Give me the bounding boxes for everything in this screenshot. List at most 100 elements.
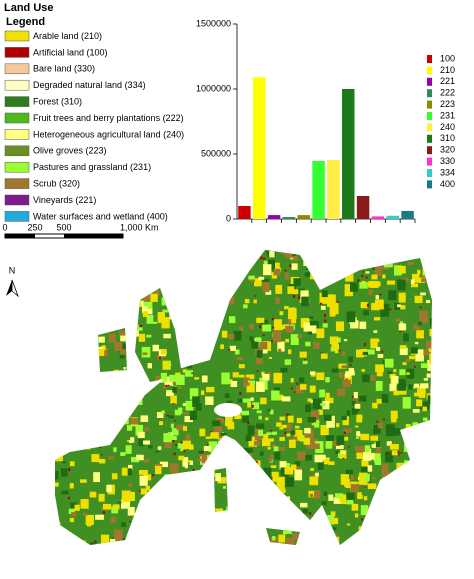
map-patch: [229, 442, 233, 446]
map-patch: [279, 436, 285, 441]
map-patch: [367, 465, 373, 472]
map-patch: [184, 543, 192, 545]
map-patch: [100, 404, 104, 408]
map-patch: [93, 307, 101, 312]
map-patch: [89, 336, 92, 339]
map-patch: [427, 395, 432, 405]
map-patch: [368, 289, 373, 296]
map-patch: [81, 423, 91, 436]
map-patch: [274, 451, 281, 460]
legend-label: Vineyards (221): [33, 195, 96, 205]
map-patch: [157, 311, 166, 323]
map-patch: [258, 429, 264, 436]
map-patch: [198, 256, 207, 266]
map-land: [55, 250, 432, 545]
map-patch: [255, 535, 263, 545]
map-patch: [55, 250, 56, 253]
map-patch: [153, 534, 160, 543]
map-patch: [341, 494, 349, 505]
map-patch: [219, 447, 226, 453]
map-patch: [184, 479, 193, 489]
map-patch: [361, 280, 366, 284]
legend-label: Scrub (320): [33, 178, 80, 188]
map-patch: [304, 427, 311, 434]
map-patch: [409, 497, 412, 500]
map-patch: [146, 334, 152, 338]
map-patch: [430, 426, 432, 429]
map-patch: [326, 523, 331, 526]
map-patch: [76, 326, 82, 332]
map-patch: [346, 311, 356, 323]
map-patch: [221, 330, 228, 338]
map-patch: [67, 331, 72, 338]
map-patch: [61, 291, 66, 296]
map-patch: [68, 418, 77, 423]
map-patch: [296, 382, 299, 385]
map-patch: [362, 374, 370, 383]
map-patch: [324, 545, 328, 549]
map-patch: [435, 411, 442, 415]
map-patch: [302, 250, 310, 255]
map-patch: [285, 250, 293, 258]
map-patch: [56, 537, 64, 545]
legend-label: 240: [440, 122, 455, 132]
map-patch: [279, 461, 287, 470]
map-patch: [125, 297, 133, 308]
map-patch: [270, 465, 277, 469]
map-patch: [244, 298, 250, 304]
map-patch: [351, 503, 359, 511]
map-patch: [83, 547, 87, 550]
map-patch: [168, 291, 173, 297]
map-patch: [55, 377, 57, 383]
map-patch: [121, 490, 131, 502]
map-patch: [156, 486, 159, 489]
bar: [312, 161, 325, 219]
map-patch: [55, 410, 58, 417]
map-patch: [228, 444, 234, 448]
map-patch: [99, 547, 107, 553]
map-patch: [257, 473, 263, 479]
map-patch: [342, 379, 351, 388]
map-patch: [91, 454, 100, 463]
map-patch: [139, 469, 148, 475]
map-patch: [160, 537, 170, 545]
map-patch: [66, 405, 72, 408]
map-patch: [113, 529, 123, 542]
map-patch: [120, 452, 126, 456]
map-patch: [137, 431, 145, 438]
map-patch: [167, 384, 170, 387]
map-patch: [244, 497, 252, 505]
bar: [342, 89, 355, 219]
map-patch: [89, 491, 97, 498]
map-patch: [343, 431, 346, 434]
map-patch: [353, 391, 358, 399]
legend-label: Heterogeneous agricultural land (240): [33, 129, 184, 139]
map-patch: [93, 472, 101, 483]
map-patch: [125, 445, 132, 454]
map-patch: [254, 530, 257, 533]
map-patch: [323, 414, 332, 421]
map-patch: [98, 336, 105, 343]
map-patch: [240, 262, 248, 270]
map-patch: [248, 436, 258, 447]
map-patch: [217, 286, 221, 292]
map-patch: [320, 305, 326, 310]
map-patch: [220, 344, 224, 350]
map-patch: [117, 501, 122, 504]
map-patch: [334, 534, 339, 538]
map-patch: [373, 425, 381, 434]
map-patch: [277, 446, 286, 451]
map-patch: [55, 450, 64, 462]
map-patch: [344, 479, 350, 484]
map-patch: [127, 506, 135, 516]
map-patch: [402, 397, 411, 409]
map-patch: [316, 372, 325, 381]
map-patch: [61, 419, 68, 425]
map-patch: [384, 451, 394, 463]
map-patch: [358, 526, 363, 532]
map-patch: [279, 503, 289, 515]
map-patch: [82, 304, 89, 313]
map-patch: [228, 348, 231, 351]
map-patch: [65, 381, 72, 388]
map-patch: [115, 540, 122, 545]
